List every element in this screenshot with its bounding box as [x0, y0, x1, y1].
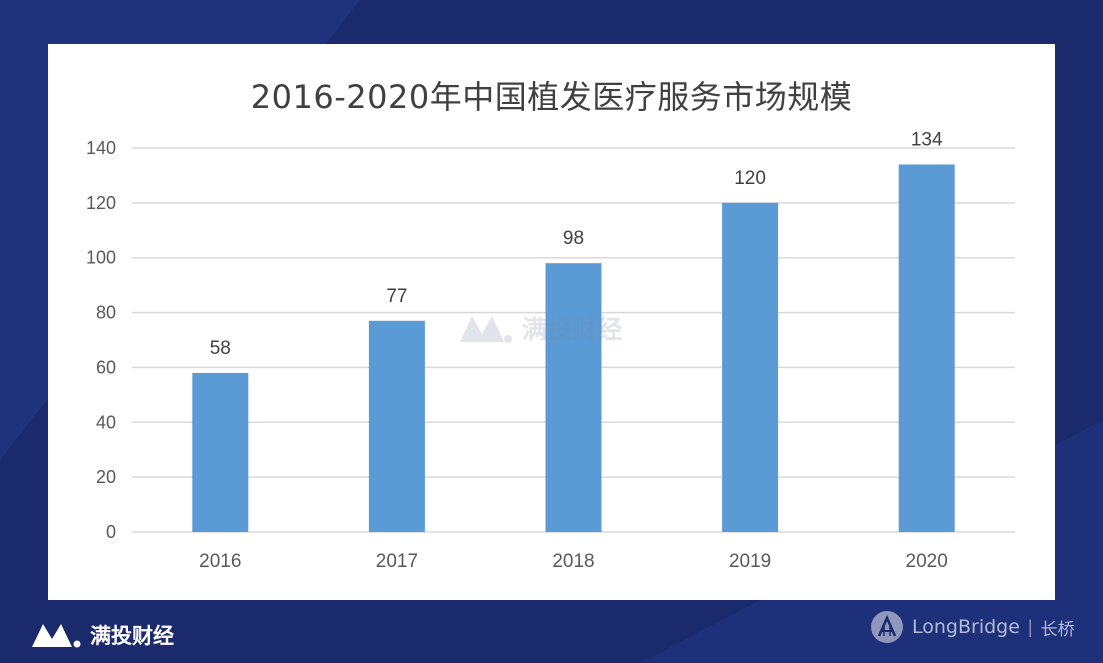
footer-brand-right-text: LongBridge: [912, 616, 1020, 638]
bar: [368, 320, 425, 532]
data-label: 58: [210, 338, 231, 359]
bar: [192, 372, 249, 532]
y-tick-label: 80: [96, 303, 116, 323]
bar: [898, 164, 955, 532]
data-label: 134: [911, 129, 943, 150]
bridge-logo-icon: [871, 611, 903, 643]
bar: [722, 202, 779, 532]
footer-brand-left: 满投财经: [30, 620, 174, 650]
bar: [545, 263, 602, 532]
footer-brand-right-cn: 长桥: [1040, 619, 1075, 640]
watermark-text: 满投财经: [522, 315, 623, 344]
y-tick-label: 40: [96, 412, 116, 432]
y-tick-label: 100: [86, 248, 116, 268]
data-label: 77: [386, 286, 407, 307]
x-tick-label: 2017: [376, 551, 418, 572]
x-tick-label: 2019: [729, 551, 771, 572]
watermark: 满投财经: [458, 310, 622, 346]
x-tick-label: 2020: [906, 551, 948, 572]
m-logo-icon: [460, 316, 512, 343]
m-logo-icon: [32, 624, 81, 648]
y-tick-label: 20: [96, 467, 116, 487]
footer-brand-left-text: 满投财经: [90, 624, 174, 648]
footer-brand-separator: |: [1027, 616, 1033, 637]
y-tick-label: 120: [86, 193, 116, 213]
data-label: 98: [563, 228, 584, 249]
y-tick-label: 140: [86, 138, 116, 158]
x-tick-label: 2016: [199, 551, 241, 572]
x-tick-label: 2018: [552, 551, 594, 572]
chart-title: 2016-2020年中国植发医疗服务市场规模: [250, 78, 853, 116]
y-tick-label: 60: [96, 357, 116, 377]
data-label: 120: [734, 168, 766, 189]
footer-brand-right: LongBridge | 长桥: [870, 610, 1075, 644]
y-tick-label: 0: [106, 522, 116, 542]
